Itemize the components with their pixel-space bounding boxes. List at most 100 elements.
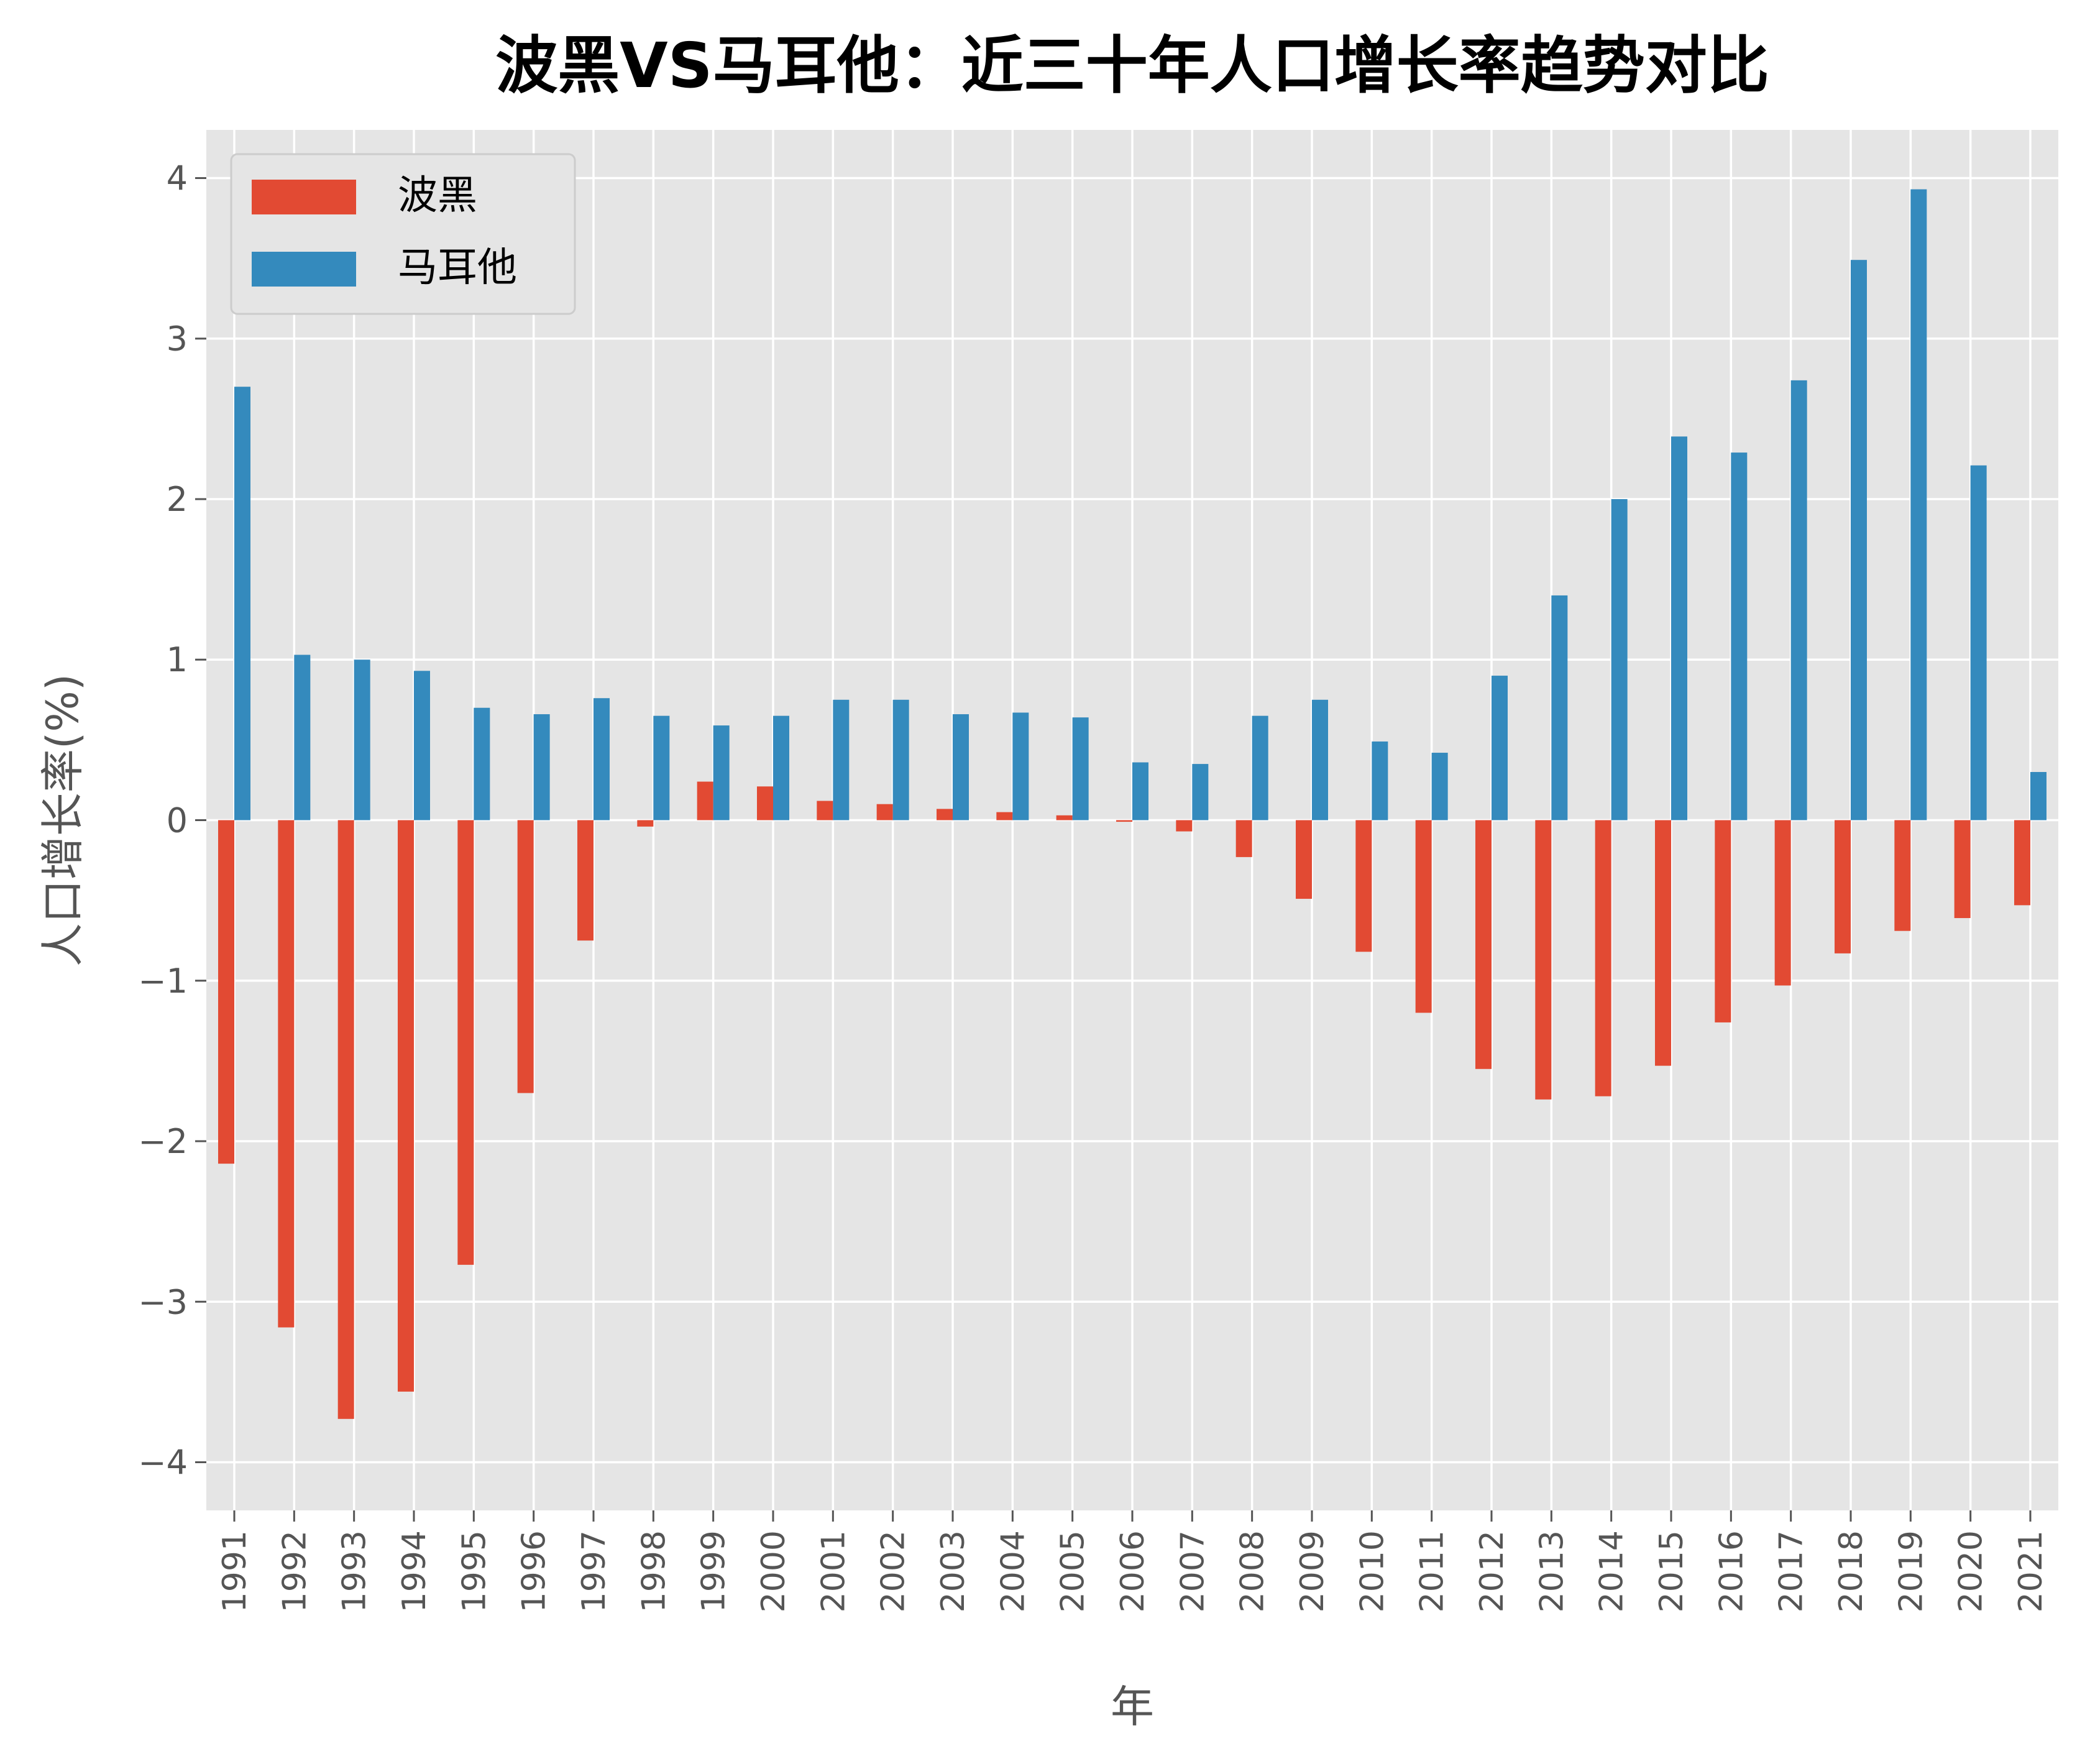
bar-malta-2012 bbox=[1492, 676, 1508, 820]
bar-bosnia-1995 bbox=[457, 820, 474, 1265]
bar-bosnia-2021 bbox=[2014, 820, 2030, 906]
bar-bosnia-1999 bbox=[697, 781, 713, 820]
bar-bosnia-1992 bbox=[278, 820, 295, 1328]
x-tick-label: 2004 bbox=[994, 1530, 1032, 1612]
bar-malta-2008 bbox=[1252, 715, 1268, 820]
bar-malta-1996 bbox=[533, 714, 550, 820]
bar-malta-2016 bbox=[1731, 452, 1748, 820]
x-axis-label: 年 bbox=[1111, 1681, 1154, 1732]
x-tick-label: 2005 bbox=[1055, 1530, 1092, 1612]
legend-swatch-malta bbox=[252, 252, 356, 287]
bar-malta-1998 bbox=[653, 715, 670, 820]
bar-bosnia-2003 bbox=[937, 809, 953, 820]
legend: 波黑 马耳他 bbox=[230, 153, 576, 315]
x-tick-label: 2000 bbox=[755, 1530, 792, 1612]
x-tick-label: 2006 bbox=[1114, 1530, 1152, 1612]
bar-bosnia-2008 bbox=[1235, 820, 1252, 857]
bar-malta-2005 bbox=[1072, 717, 1089, 820]
bar-malta-2014 bbox=[1611, 498, 1628, 820]
bar-malta-1993 bbox=[354, 659, 370, 820]
bar-bosnia-2016 bbox=[1715, 820, 1731, 1022]
bar-malta-2009 bbox=[1312, 699, 1328, 820]
bar-malta-2000 bbox=[773, 715, 789, 820]
bar-malta-2013 bbox=[1551, 595, 1568, 820]
bar-bosnia-2009 bbox=[1296, 820, 1312, 899]
x-tick-label: 1991 bbox=[216, 1530, 254, 1612]
bar-bosnia-2015 bbox=[1655, 820, 1671, 1066]
x-tick-label: 1995 bbox=[456, 1530, 493, 1612]
bar-malta-2021 bbox=[2030, 772, 2046, 820]
bar-bosnia-1993 bbox=[337, 820, 354, 1419]
y-tick-label: 0 bbox=[167, 801, 188, 840]
bar-bosnia-2017 bbox=[1774, 820, 1791, 986]
x-tick-label: 2008 bbox=[1234, 1530, 1272, 1612]
bar-bosnia-2001 bbox=[817, 801, 833, 820]
bar-bosnia-1991 bbox=[218, 820, 234, 1164]
bar-malta-2017 bbox=[1790, 380, 1807, 820]
bar-malta-1991 bbox=[234, 387, 250, 820]
y-tick-label: −2 bbox=[138, 1122, 188, 1161]
x-tick-label: 1996 bbox=[516, 1530, 553, 1612]
y-tick-label: −4 bbox=[138, 1443, 188, 1482]
bar-bosnia-2002 bbox=[876, 804, 893, 820]
bar-malta-1994 bbox=[414, 671, 430, 820]
bar-bosnia-2020 bbox=[1954, 820, 1971, 919]
bar-malta-2001 bbox=[833, 699, 850, 820]
bar-malta-2015 bbox=[1671, 436, 1687, 820]
x-tick-label: 2002 bbox=[875, 1530, 912, 1612]
bar-bosnia-1998 bbox=[637, 820, 654, 827]
bar-malta-1995 bbox=[474, 707, 490, 820]
bar-malta-2018 bbox=[1851, 260, 1867, 820]
bar-bosnia-2004 bbox=[996, 812, 1013, 820]
bar-malta-1999 bbox=[713, 725, 730, 820]
y-tick-label: −1 bbox=[138, 962, 188, 1001]
bar-bosnia-2018 bbox=[1835, 820, 1851, 953]
x-tick-label: 2001 bbox=[815, 1530, 852, 1612]
x-tick-label: 2010 bbox=[1354, 1530, 1391, 1612]
y-tick-label: −3 bbox=[138, 1282, 188, 1321]
y-tick-label: 1 bbox=[167, 640, 188, 679]
bar-bosnia-2000 bbox=[757, 786, 773, 820]
y-tick-label: 4 bbox=[167, 158, 188, 198]
bar-bosnia-2019 bbox=[1894, 820, 1911, 931]
x-tick-label: 2011 bbox=[1414, 1530, 1451, 1612]
legend-swatch-bosnia bbox=[252, 180, 356, 214]
y-tick-label: 2 bbox=[167, 480, 188, 519]
bar-bosnia-2011 bbox=[1415, 820, 1432, 1013]
x-tick-label: 2018 bbox=[1833, 1530, 1870, 1612]
bar-malta-2002 bbox=[892, 699, 909, 820]
bar-malta-2007 bbox=[1192, 764, 1209, 820]
bar-bosnia-1997 bbox=[577, 820, 594, 941]
bar-malta-2020 bbox=[1970, 465, 1987, 820]
bar-bosnia-2007 bbox=[1176, 820, 1193, 832]
bar-bosnia-2014 bbox=[1595, 820, 1611, 1096]
x-tick-label: 2019 bbox=[1892, 1530, 1930, 1612]
bar-bosnia-2013 bbox=[1535, 820, 1552, 1100]
chart-title: 波黑VS马耳他：近三十年人口增长率趋势对比 bbox=[495, 29, 1769, 102]
bar-malta-2003 bbox=[953, 714, 969, 820]
x-tick-label: 2016 bbox=[1713, 1530, 1750, 1612]
x-tick-label: 2013 bbox=[1533, 1530, 1570, 1612]
x-tick-label: 2014 bbox=[1593, 1530, 1631, 1612]
y-axis-label: 人口增长率(%) bbox=[37, 674, 88, 967]
bar-malta-2004 bbox=[1012, 712, 1029, 820]
x-tick-label: 2021 bbox=[2012, 1530, 2050, 1612]
axes: −4 −3 −2 −1 0 1 2 3 4 1991 1992 1993 1994 1995 1996 199… bbox=[138, 158, 2050, 1612]
bar-bosnia-2012 bbox=[1475, 820, 1492, 1069]
bar-bosnia-1996 bbox=[517, 820, 534, 1093]
x-tick-label: 1993 bbox=[336, 1530, 374, 1612]
y-tick-label: 3 bbox=[167, 319, 188, 359]
bar-bosnia-2006 bbox=[1116, 820, 1132, 822]
x-tick-label: 2017 bbox=[1773, 1530, 1810, 1612]
x-tick-label: 2012 bbox=[1474, 1530, 1511, 1612]
x-tick-label: 1992 bbox=[276, 1530, 313, 1612]
bar-malta-1997 bbox=[594, 698, 610, 820]
bar-malta-1992 bbox=[294, 655, 311, 820]
bar-bosnia-2005 bbox=[1056, 815, 1073, 820]
x-tick-label: 2020 bbox=[1953, 1530, 1990, 1612]
x-tick-label: 1998 bbox=[635, 1530, 672, 1612]
x-tick-label: 2003 bbox=[935, 1530, 972, 1612]
bar-malta-2006 bbox=[1132, 762, 1148, 820]
